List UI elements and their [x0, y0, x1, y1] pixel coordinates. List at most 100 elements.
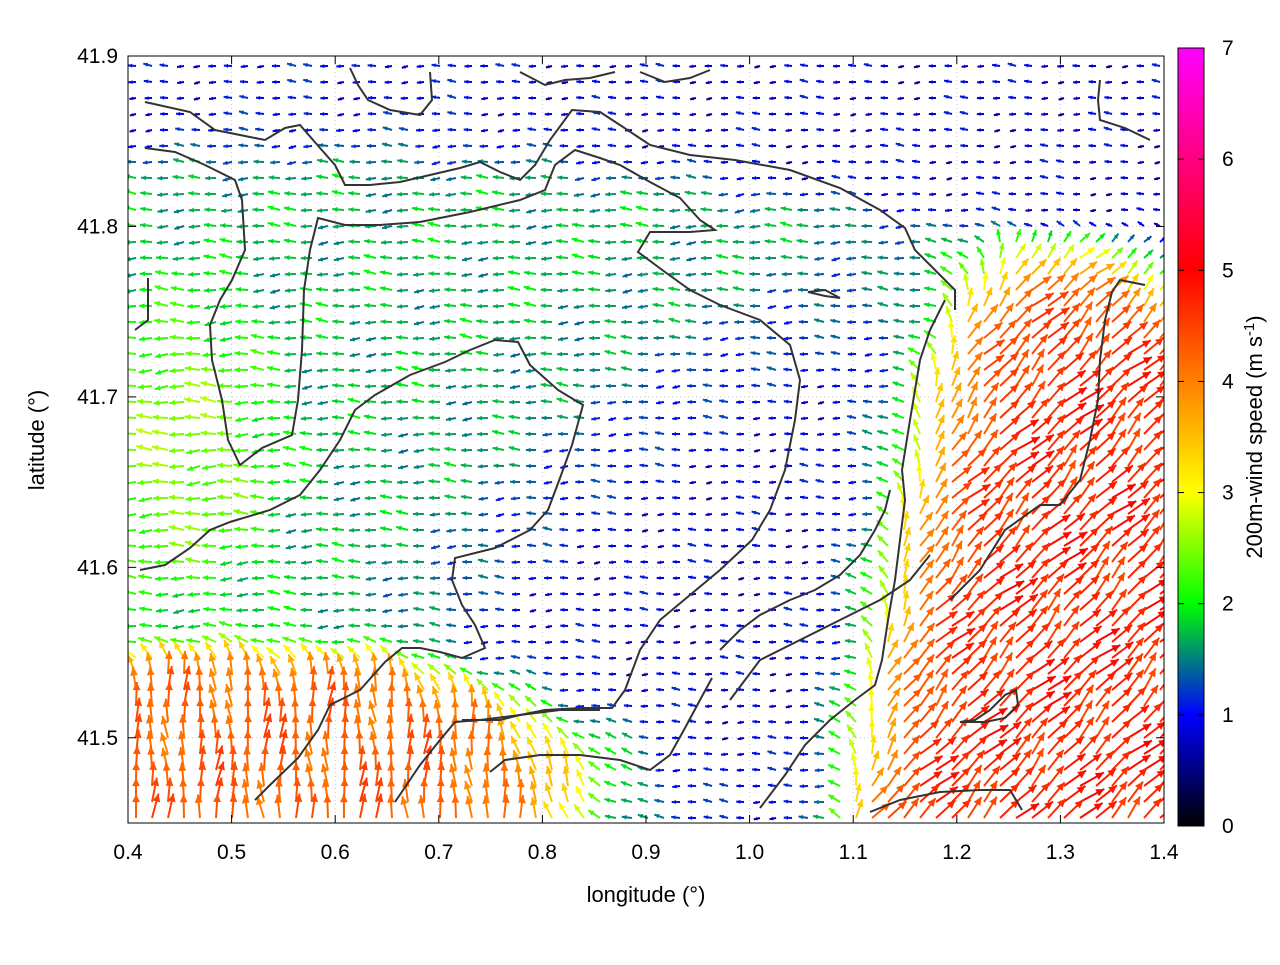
wind-vector-head — [559, 528, 563, 532]
wind-vector-head — [367, 128, 371, 132]
wind-vector-head — [865, 96, 869, 100]
wind-vector-head — [284, 191, 289, 196]
wind-vector-shaft — [1160, 383, 1176, 402]
wind-vector-head — [122, 480, 128, 485]
wind-vector-head — [461, 448, 466, 453]
wind-vector-head — [124, 206, 130, 211]
wind-vector-head — [444, 271, 449, 276]
wind-vector-head — [832, 496, 836, 500]
wind-vector-head — [605, 192, 610, 197]
wind-vector-head — [464, 80, 468, 84]
wind-vector-head — [894, 271, 899, 276]
wind-vector-head — [831, 304, 836, 308]
wind-vector-head — [349, 304, 354, 309]
wind-vector-head — [544, 576, 548, 580]
wind-vector-head — [878, 400, 883, 404]
wind-vector-head — [301, 592, 306, 597]
wind-vector-head — [513, 128, 517, 132]
wind-vector-head — [737, 80, 741, 84]
wind-vector-head — [705, 608, 709, 612]
wind-vector-head — [1025, 112, 1029, 116]
wind-vector-head — [1073, 192, 1077, 196]
wind-vector-shaft — [123, 641, 136, 642]
wind-vector-head — [638, 368, 643, 372]
wind-vector-head — [701, 288, 706, 293]
wind-vector-head — [832, 480, 836, 484]
wind-vector-head — [512, 592, 516, 596]
wind-vector-head — [397, 256, 402, 261]
wind-vector-head — [1165, 278, 1172, 285]
wind-vector-head — [526, 495, 531, 499]
wind-vector-head — [687, 384, 691, 388]
wind-vector-head — [512, 624, 516, 628]
wind-vector-head — [397, 192, 402, 197]
wind-vector-head — [798, 304, 803, 308]
wind-vector-head — [496, 80, 500, 84]
wind-vector-head — [1153, 192, 1157, 196]
wind-vector-head — [688, 432, 692, 436]
wind-vector-head — [576, 496, 580, 500]
wind-vector-head — [251, 543, 257, 548]
wind-vector-head — [656, 496, 660, 500]
wind-vector-head — [207, 144, 211, 148]
wind-vector-head — [365, 512, 370, 517]
wind-vector-head — [637, 256, 642, 261]
wind-vector-head — [877, 446, 883, 451]
wind-vector-head — [576, 592, 580, 596]
wind-vector-head — [832, 448, 836, 452]
wind-vector-head — [237, 224, 242, 229]
wind-vector-head — [121, 415, 127, 421]
wind-vector-head — [1121, 112, 1125, 116]
wind-vector-head — [624, 496, 628, 500]
wind-vector-head — [768, 528, 772, 532]
wind-vector-head — [753, 624, 757, 628]
wind-vector-head — [218, 528, 224, 533]
wind-vector-head — [365, 496, 370, 501]
wind-vector-head — [140, 271, 145, 276]
wind-vector-shaft — [122, 353, 136, 354]
wind-vector-head — [639, 400, 644, 404]
wind-vector-head — [1137, 192, 1141, 196]
wind-vector-head — [704, 592, 708, 596]
wind-vector-head — [959, 224, 963, 228]
wind-vector-head — [750, 288, 755, 293]
wind-vector-head — [1168, 320, 1176, 329]
wind-vector-head — [929, 96, 933, 100]
wind-vector-head — [137, 399, 143, 405]
wind-vector-head — [525, 175, 530, 180]
wind-vector-head — [137, 480, 143, 486]
wind-vector-head — [445, 511, 450, 516]
wind-vector-head — [881, 96, 885, 100]
wind-vector-head — [154, 544, 160, 550]
wind-vector-head — [301, 240, 306, 245]
wind-vector-head — [672, 128, 676, 132]
wind-vector-head — [252, 608, 257, 613]
wind-vector-head — [526, 448, 531, 453]
wind-vector-head — [573, 208, 578, 213]
wind-vector-head — [234, 351, 240, 356]
wind-vector-head — [159, 144, 163, 148]
wind-vector-head — [816, 368, 820, 372]
wind-vector-head — [589, 352, 594, 357]
wind-vector-head — [589, 320, 594, 325]
wind-vector-head — [749, 240, 754, 245]
wind-vector-head — [528, 112, 532, 116]
wind-vector-head — [477, 304, 482, 309]
wind-vector-head — [156, 623, 161, 628]
wind-vector-head — [721, 464, 725, 468]
wind-vector-head — [1060, 292, 1069, 300]
wind-vector-head — [654, 336, 659, 341]
wind-vector-head — [220, 592, 225, 597]
wind-vector-head — [511, 160, 516, 164]
wind-vector-head — [737, 448, 741, 452]
wind-vector-head — [319, 128, 323, 132]
wind-vector-head — [705, 144, 709, 148]
wind-vector-head — [560, 624, 564, 628]
wind-vector-head — [913, 128, 917, 132]
wind-vector-head — [799, 320, 803, 324]
wind-vector-head — [526, 400, 531, 405]
wind-vector-head — [202, 512, 208, 518]
wind-vector-head — [700, 207, 705, 212]
wind-vector-head — [351, 144, 355, 148]
wind-vector-head — [560, 144, 564, 148]
